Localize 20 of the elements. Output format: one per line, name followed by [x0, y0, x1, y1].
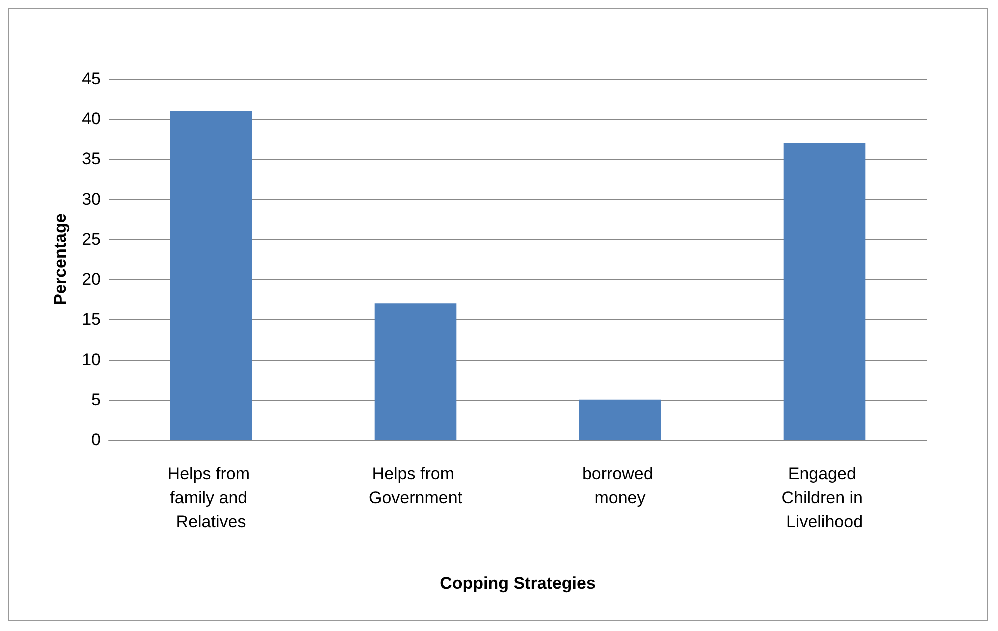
x-tick-label: Helps from Government	[368, 464, 463, 508]
bar	[374, 304, 457, 440]
x-tick-label: Helps from family and Relatives	[168, 464, 255, 532]
y-tick-label: 30	[82, 190, 101, 209]
y-tick-label: 5	[92, 390, 101, 410]
y-tick-label: 40	[82, 110, 101, 129]
bar	[579, 400, 662, 440]
bar	[784, 143, 866, 440]
y-tick-label: 25	[82, 230, 101, 249]
x-tick-label: Engaged Children in Livelihood	[782, 464, 868, 532]
y-tick-label: 20	[82, 270, 101, 290]
y-axis-title: Percentage	[51, 214, 70, 306]
x-tick-label: borrowed money	[582, 464, 658, 508]
bar	[170, 111, 252, 440]
y-tick-label: 15	[82, 310, 101, 330]
y-tick-label: 35	[82, 150, 101, 169]
y-tick-label: 10	[82, 350, 101, 370]
x-axis-title: Copping Strategies	[440, 574, 596, 593]
y-tick-label: 0	[92, 430, 101, 450]
y-tick-label: 45	[82, 70, 101, 88]
